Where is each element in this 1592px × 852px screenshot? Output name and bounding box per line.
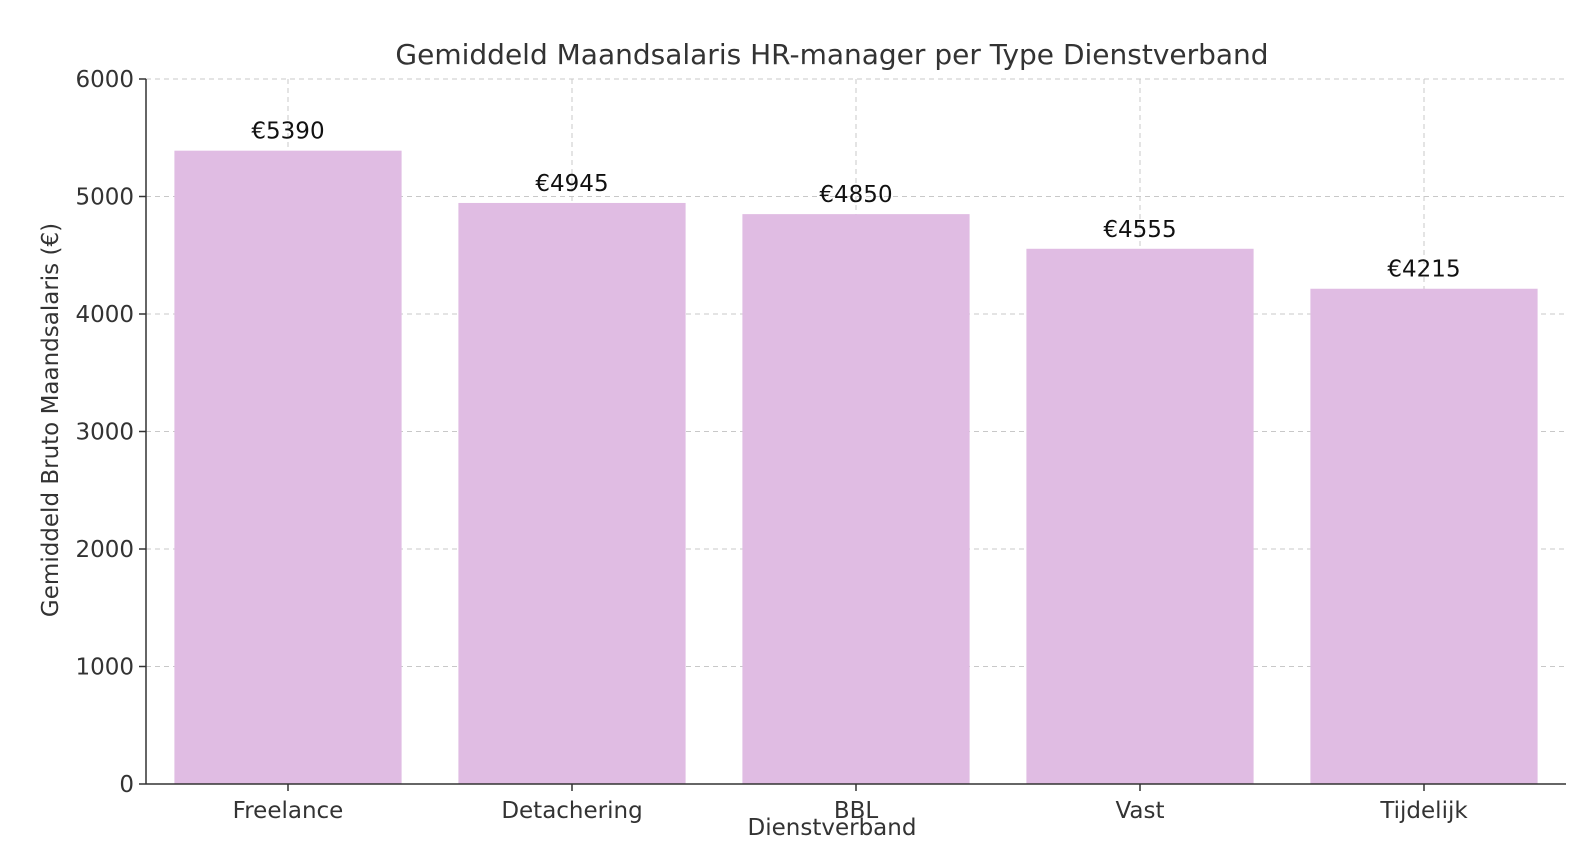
y-tick-label: 0 — [119, 772, 134, 798]
x-tick-label: Vast — [1115, 798, 1164, 824]
y-tick-label: 1000 — [75, 655, 134, 681]
bar-detachering — [458, 202, 686, 784]
y-axis-title: Gemiddeld Bruto Maandsalaris (€) — [38, 223, 64, 617]
data-label: €5390 — [251, 119, 324, 145]
y-tick-label: 5000 — [75, 185, 134, 211]
data-label: €4945 — [535, 171, 608, 197]
y-tick-label: 3000 — [75, 420, 134, 446]
x-tick-label: Tijdelijk — [1379, 798, 1468, 824]
data-label: €4850 — [819, 182, 892, 208]
x-tick-label: BBL — [834, 798, 879, 824]
bar-vast — [1026, 248, 1254, 785]
chart-title: Gemiddeld Maandsalaris HR-manager per Ty… — [395, 38, 1268, 71]
bars-layer — [174, 150, 1538, 785]
x-tick-label: Freelance — [233, 798, 344, 824]
data-labels-layer: €5390 €4945 €4850 €4555 €4215 — [251, 119, 1460, 283]
data-label: €4215 — [1387, 257, 1460, 283]
bar-freelance — [174, 150, 402, 785]
bar-bbl — [742, 214, 970, 784]
ticks-layer: 0 1000 2000 3000 4000 5000 6000 Freelance Detach… — [75, 67, 1468, 824]
y-tick-label: 4000 — [75, 302, 134, 328]
x-axis-title: Dienstverband — [748, 815, 917, 841]
x-tick-label: Detachering — [501, 798, 642, 824]
y-tick-label: 6000 — [75, 67, 134, 93]
y-tick-label: 2000 — [75, 537, 134, 563]
data-label: €4555 — [1103, 217, 1176, 243]
bar-tijdelijk — [1310, 288, 1538, 784]
